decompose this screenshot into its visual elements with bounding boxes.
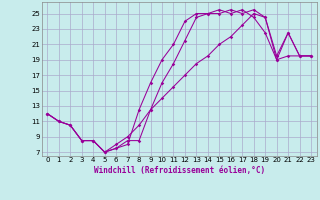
X-axis label: Windchill (Refroidissement éolien,°C): Windchill (Refroidissement éolien,°C) xyxy=(94,166,265,175)
